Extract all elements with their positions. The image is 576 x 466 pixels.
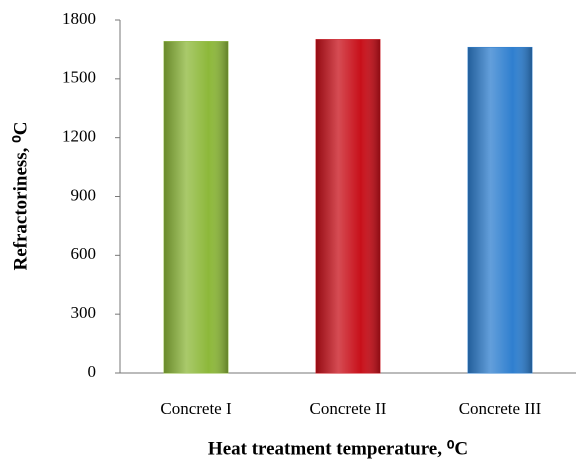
x-tick-label: Concrete II <box>310 399 387 418</box>
bar-shading <box>164 41 228 373</box>
y-tick-label: 1800 <box>62 9 96 28</box>
y-tick-label: 900 <box>71 185 97 204</box>
x-axis-title: Heat treatment temperature, ⁰C <box>208 438 468 459</box>
y-tick-label: 600 <box>71 244 97 263</box>
x-tick-label: Concrete III <box>459 399 542 418</box>
bar-shading <box>468 47 532 373</box>
x-tick-label: Concrete I <box>160 399 232 418</box>
y-tick-label: 1500 <box>62 68 96 87</box>
y-axis-title: Refractoriness, ⁰C <box>10 121 31 270</box>
y-tick-label: 0 <box>88 362 97 381</box>
bar-shading <box>316 39 380 373</box>
y-tick-label: 300 <box>71 303 97 322</box>
y-tick-label: 1200 <box>62 127 96 146</box>
